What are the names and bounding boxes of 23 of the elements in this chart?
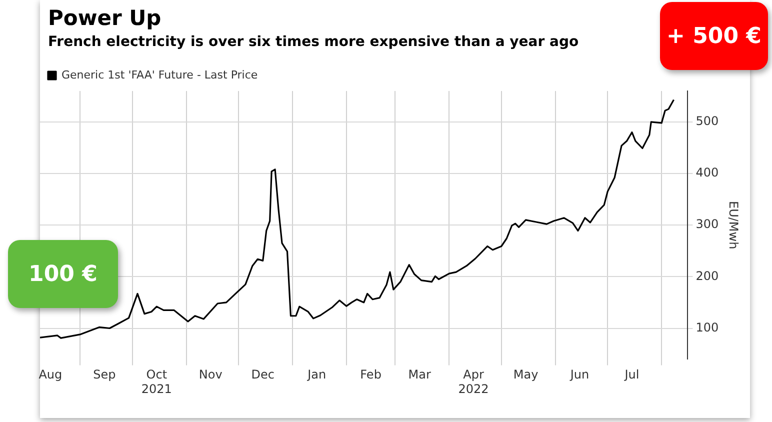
chart-subtitle: French electricity is over six times more expensive than a year ago (48, 34, 579, 50)
x-tick-label: Dec (251, 368, 274, 382)
x-tick-label: Jun (569, 368, 590, 382)
chart-title: Power Up (48, 6, 162, 30)
x-tick-label: Jan (306, 368, 326, 382)
x-tick-label: Nov (198, 368, 222, 382)
x-tick-label: Jul (624, 368, 640, 382)
text: + 500 € (660, 2, 768, 70)
y-tick-label: 200 (696, 268, 719, 283)
legend-label: Generic 1st 'FAA' Future - Last Price (62, 68, 258, 82)
y-tick-label: 400 (696, 166, 719, 180)
y-tick-label: 300 (696, 217, 719, 232)
y-axis-title: EU/Mwh (726, 201, 741, 250)
y-tick-label: 100 (696, 320, 719, 334)
x-tick-label: Feb (360, 368, 382, 382)
x-tick-label: Apr 2022 (458, 368, 489, 396)
x-tick-label: Oct 2021 (141, 368, 172, 396)
x-tick-label: Mar (408, 368, 431, 382)
annotation: 100 € (8, 240, 118, 308)
x-tick-label: Sep (93, 368, 116, 382)
y-tick-label: 500 (696, 114, 719, 128)
x-tick-label: Aug (38, 368, 62, 382)
x-tick-label: May (513, 368, 538, 382)
